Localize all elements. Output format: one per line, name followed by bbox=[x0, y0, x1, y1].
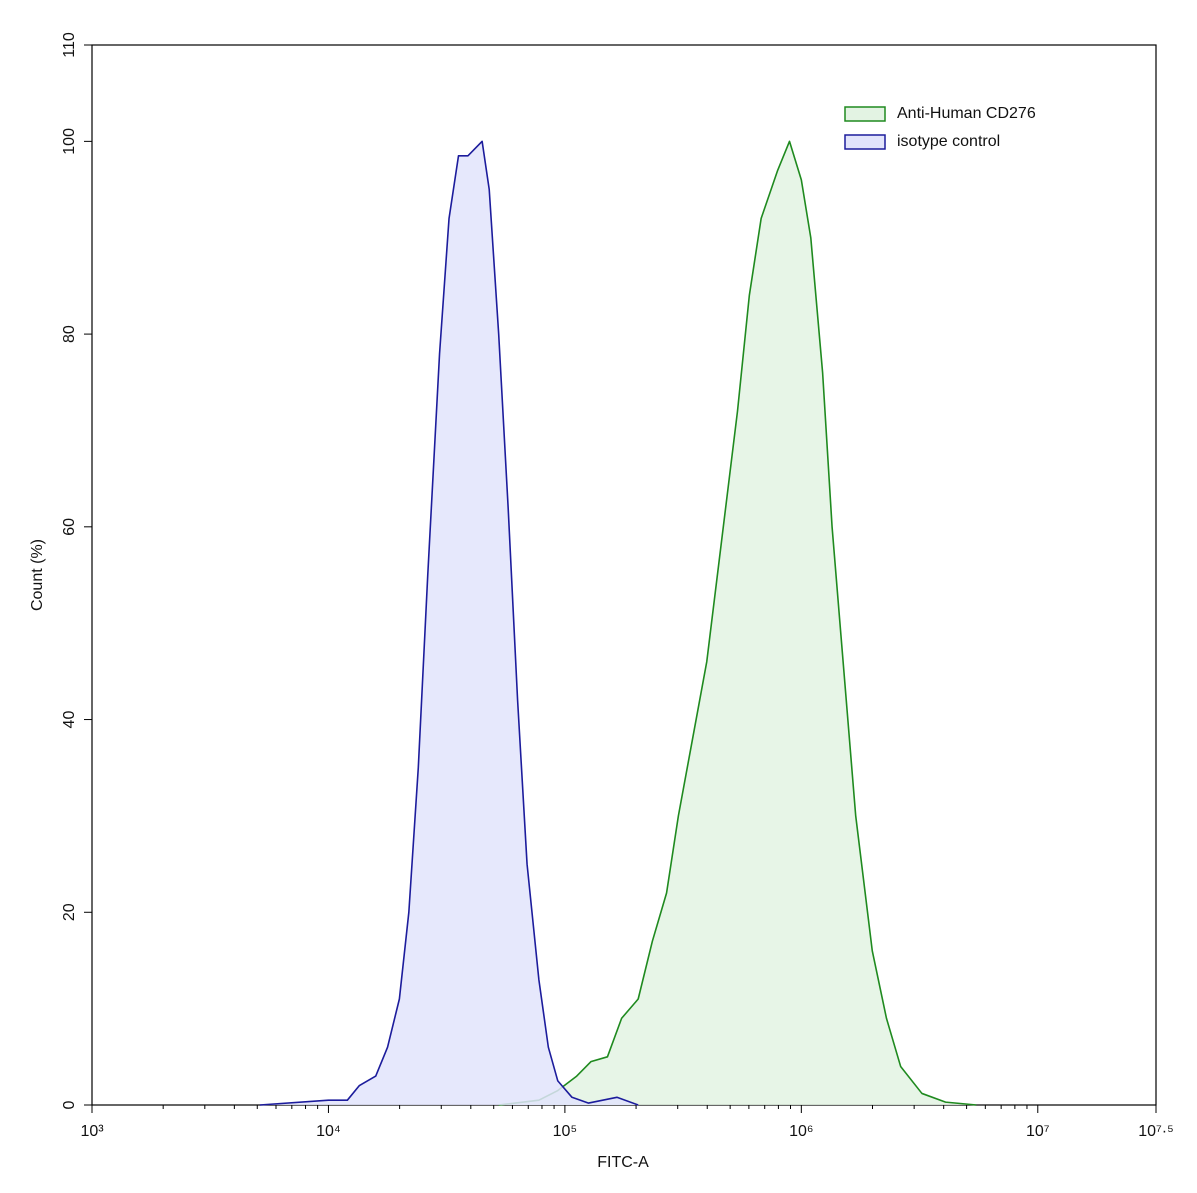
y-tick-label: 20 bbox=[61, 903, 78, 921]
series-line bbox=[498, 140, 977, 1106]
series-line bbox=[259, 140, 639, 1106]
y-axis-label: Count (%) bbox=[29, 539, 46, 611]
y-tick-label: 100 bbox=[61, 128, 78, 155]
legend-label: isotype control bbox=[897, 133, 1000, 150]
area-fill bbox=[259, 141, 639, 1105]
y-tick-label: 80 bbox=[61, 325, 78, 343]
y-tick-label: 60 bbox=[61, 518, 78, 536]
y-tick-label: 110 bbox=[61, 32, 78, 58]
plot-frame bbox=[91, 44, 1157, 1106]
x-tick-label: 10⁷ bbox=[1026, 1123, 1050, 1140]
x-tick-label: 10³ bbox=[80, 1123, 104, 1140]
legend-swatch bbox=[844, 134, 886, 150]
area-fill bbox=[498, 141, 977, 1105]
y-tick-label: 40 bbox=[61, 711, 78, 729]
x-tick-label: 10⁵ bbox=[553, 1123, 577, 1140]
x-tick-label: 10⁴ bbox=[316, 1123, 341, 1140]
y-tick-label: 0 bbox=[61, 1100, 78, 1109]
legend-swatch bbox=[844, 106, 886, 122]
x-axis-label: FITC-A bbox=[597, 1154, 649, 1171]
x-tick-label: 10⁷·⁵ bbox=[1138, 1123, 1174, 1140]
legend-label: Anti-Human CD276 bbox=[897, 105, 1036, 122]
x-tick-label: 10⁶ bbox=[789, 1123, 813, 1140]
